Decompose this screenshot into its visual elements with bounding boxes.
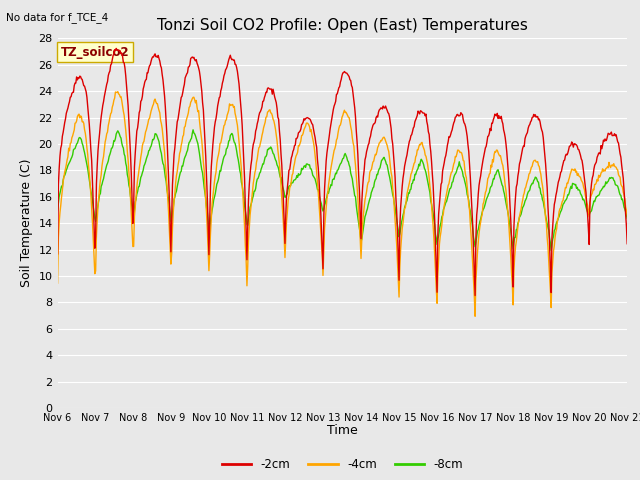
Legend: -2cm, -4cm, -8cm: -2cm, -4cm, -8cm xyxy=(217,454,468,476)
Title: Tonzi Soil CO2 Profile: Open (East) Temperatures: Tonzi Soil CO2 Profile: Open (East) Temp… xyxy=(157,18,528,33)
Text: TZ_soilco2: TZ_soilco2 xyxy=(60,46,129,59)
X-axis label: Time: Time xyxy=(327,424,358,437)
Text: No data for f_TCE_4: No data for f_TCE_4 xyxy=(6,12,109,23)
Y-axis label: Soil Temperature (C): Soil Temperature (C) xyxy=(20,159,33,288)
